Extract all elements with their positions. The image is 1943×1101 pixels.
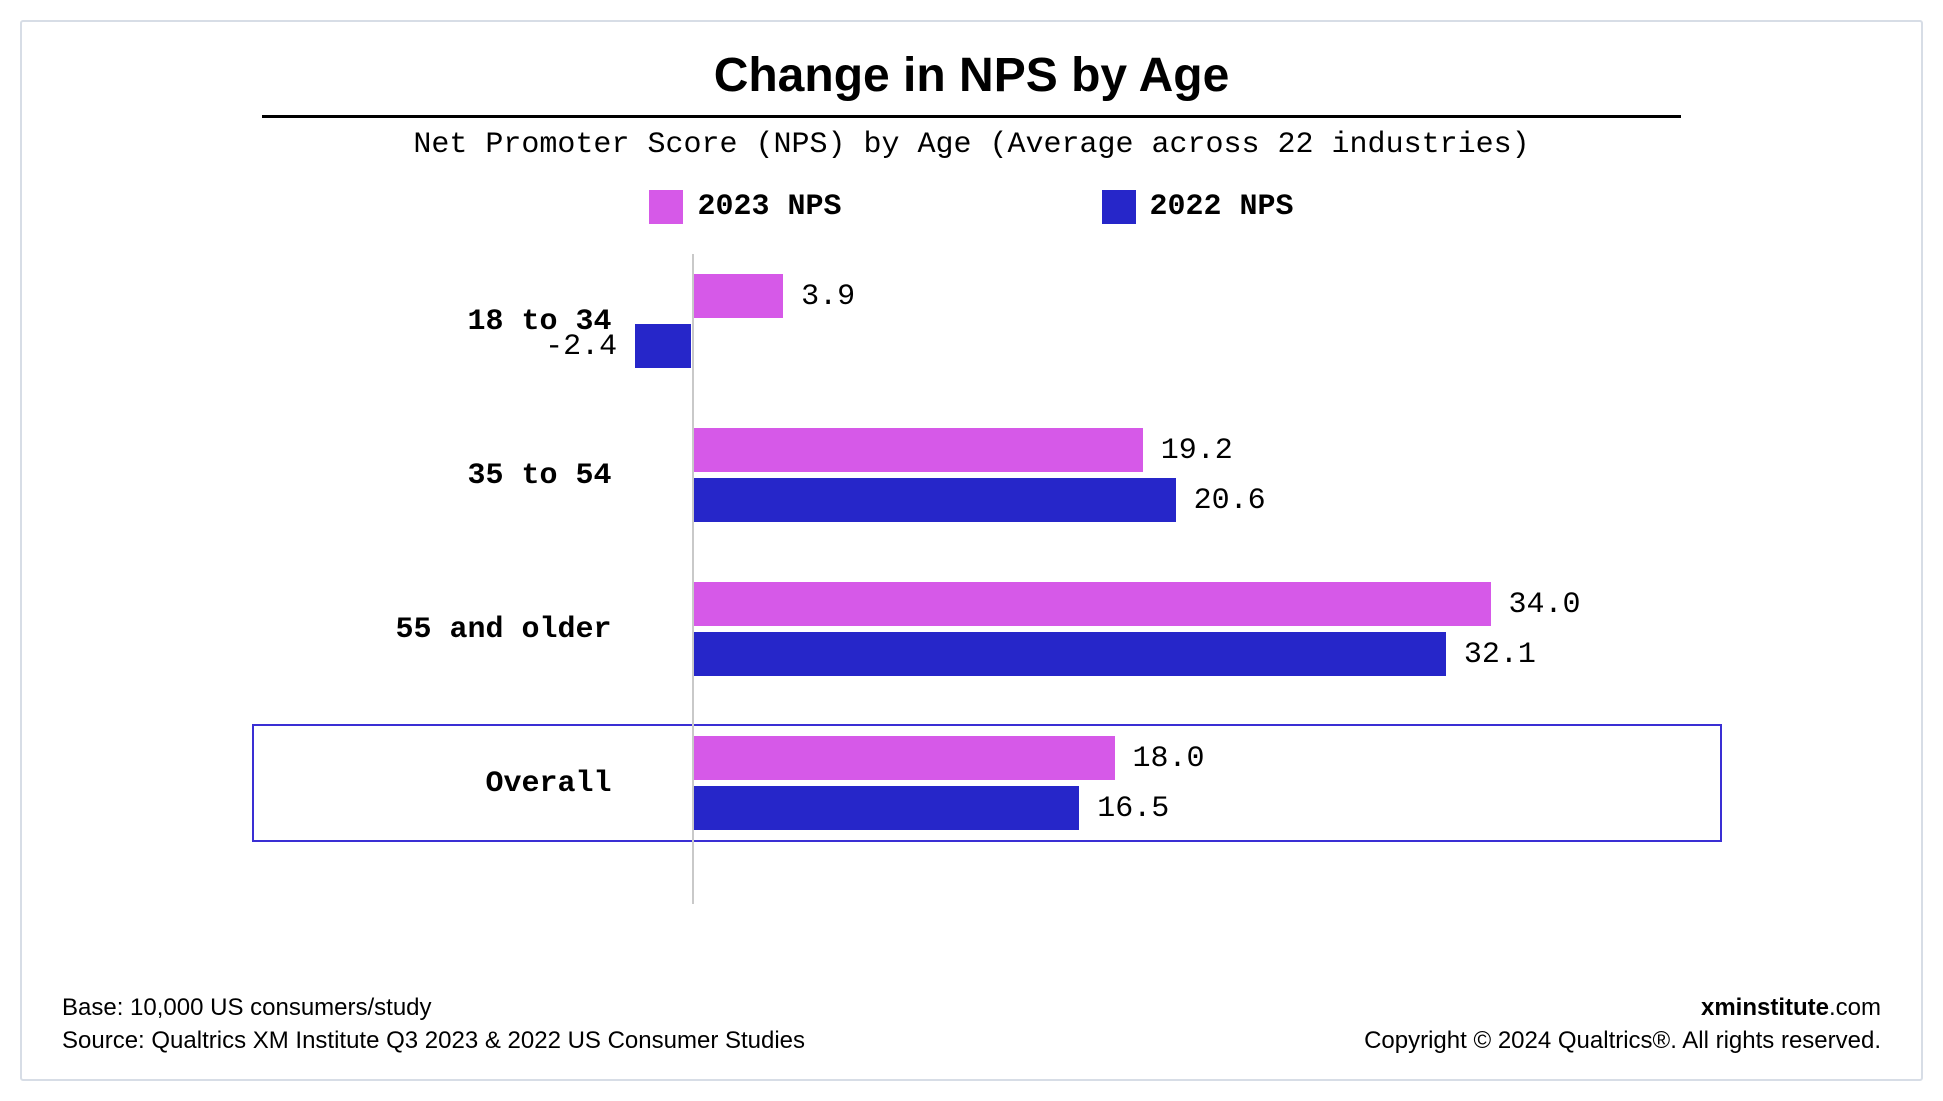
- category-label: 35 to 54: [467, 459, 611, 493]
- value-label: 20.6: [1194, 484, 1266, 518]
- value-label: 3.9: [801, 280, 855, 314]
- bar: [692, 478, 1176, 522]
- footer-copyright: Copyright © 2024 Qualtrics®. All rights …: [1364, 1025, 1881, 1057]
- chart-area: 18 to 343.9-2.435 to 5419.220.655 and ol…: [222, 254, 1722, 904]
- bar: [692, 274, 784, 318]
- bar: [635, 324, 691, 368]
- zero-axis: [692, 254, 694, 904]
- legend: 2023 NPS 2022 NPS: [62, 190, 1881, 224]
- footer-source: Source: Qualtrics XM Institute Q3 2023 &…: [62, 1025, 805, 1057]
- value-label: 19.2: [1161, 434, 1233, 468]
- category-label: Overall: [485, 767, 611, 801]
- legend-swatch-2023: [649, 190, 683, 224]
- bar: [692, 582, 1491, 626]
- legend-label: 2022 NPS: [1150, 190, 1294, 224]
- value-label: -2.4: [545, 330, 617, 364]
- value-label: 34.0: [1509, 588, 1581, 622]
- chart-title: Change in NPS by Age: [62, 48, 1881, 103]
- footer-brand: xminstitute.com: [1364, 992, 1881, 1024]
- bar: [692, 786, 1080, 830]
- value-label: 32.1: [1464, 638, 1536, 672]
- footer-left: Base: 10,000 US consumers/study Source: …: [62, 992, 805, 1057]
- footer: Base: 10,000 US consumers/study Source: …: [62, 992, 1881, 1057]
- footer-right: xminstitute.com Copyright © 2024 Qualtri…: [1364, 992, 1881, 1057]
- legend-item-2023: 2023 NPS: [649, 190, 841, 224]
- bar: [692, 428, 1143, 472]
- value-label: 16.5: [1097, 792, 1169, 826]
- title-underline: [262, 115, 1681, 118]
- legend-label: 2023 NPS: [697, 190, 841, 224]
- bar: [692, 736, 1115, 780]
- footer-base: Base: 10,000 US consumers/study: [62, 992, 805, 1024]
- chart-panel: Change in NPS by Age Net Promoter Score …: [20, 20, 1923, 1081]
- legend-item-2022: 2022 NPS: [1102, 190, 1294, 224]
- value-label: 18.0: [1133, 742, 1205, 776]
- category-label: 55 and older: [395, 613, 611, 647]
- legend-swatch-2022: [1102, 190, 1136, 224]
- chart-subtitle: Net Promoter Score (NPS) by Age (Average…: [62, 128, 1881, 162]
- bar: [692, 632, 1446, 676]
